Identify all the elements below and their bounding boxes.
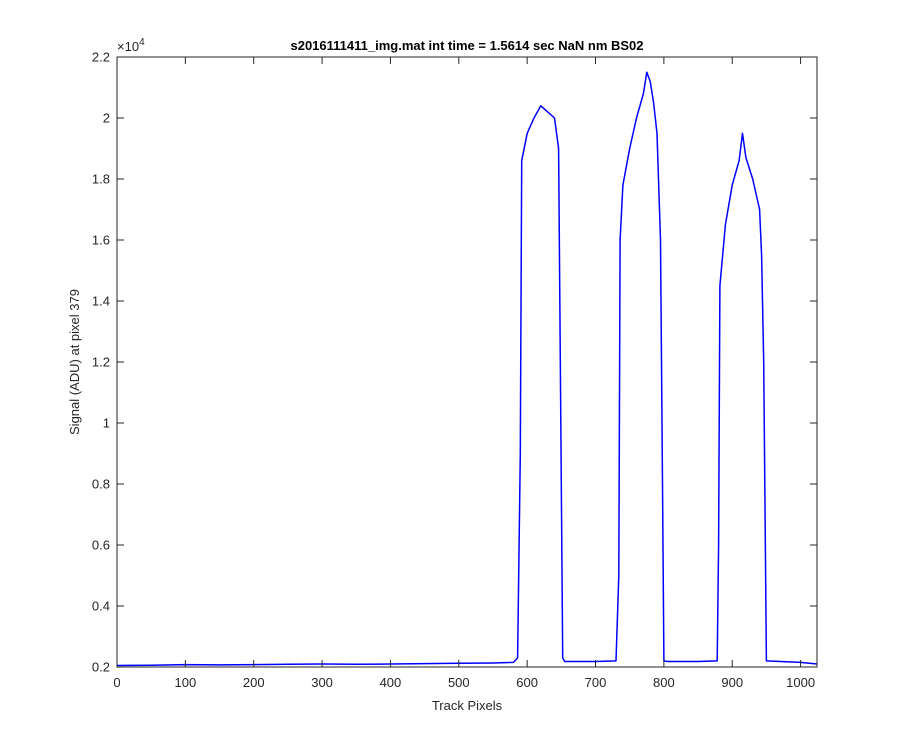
x-tick-label: 100 [175, 675, 197, 690]
plot-area [117, 57, 817, 667]
y-tick-label: 1.6 [92, 233, 110, 248]
y-multiplier-exponent: 4 [139, 37, 145, 48]
y-tick-label: 1 [103, 416, 110, 431]
y-tick-label: 0.4 [92, 599, 110, 614]
data-layer [116, 71, 818, 667]
y-tick-label: 1.4 [92, 294, 110, 309]
y-tick-label: 0.6 [92, 538, 110, 553]
signal-line [116, 71, 818, 667]
x-tick-label: 300 [311, 675, 333, 690]
x-tick-label: 900 [721, 675, 743, 690]
x-tick-label: 200 [243, 675, 265, 690]
tick-layer: 0 100 200 300 400 500 600 700 800 900 1000 0.2 0.4 0.… [92, 50, 817, 690]
y-tick-label: 2 [103, 111, 110, 126]
x-tick-label: 400 [380, 675, 402, 690]
x-tick-label: 1000 [786, 675, 815, 690]
y-tick-label: 1.2 [92, 355, 110, 370]
x-tick-label: 800 [653, 675, 675, 690]
chart-title: s2016111411_img.mat int time = 1.5614 se… [290, 38, 643, 53]
x-tick-label: 700 [585, 675, 607, 690]
y-axis-label: Signal (ADU) at pixel 379 [67, 289, 82, 435]
y-multiplier-base: ×10 [117, 39, 139, 54]
y-tick-label: 2.2 [92, 50, 110, 65]
y-multiplier: ×104 [117, 37, 145, 54]
axes-box [116, 56, 818, 668]
x-tick-label: 0 [113, 675, 120, 690]
x-tick-label: 600 [516, 675, 538, 690]
y-tick-label: 1.8 [92, 172, 110, 187]
y-tick-label: 0.2 [92, 660, 110, 675]
x-axis-label: Track Pixels [432, 698, 503, 713]
y-tick-label: 0.8 [92, 477, 110, 492]
x-tick-label: 500 [448, 675, 470, 690]
